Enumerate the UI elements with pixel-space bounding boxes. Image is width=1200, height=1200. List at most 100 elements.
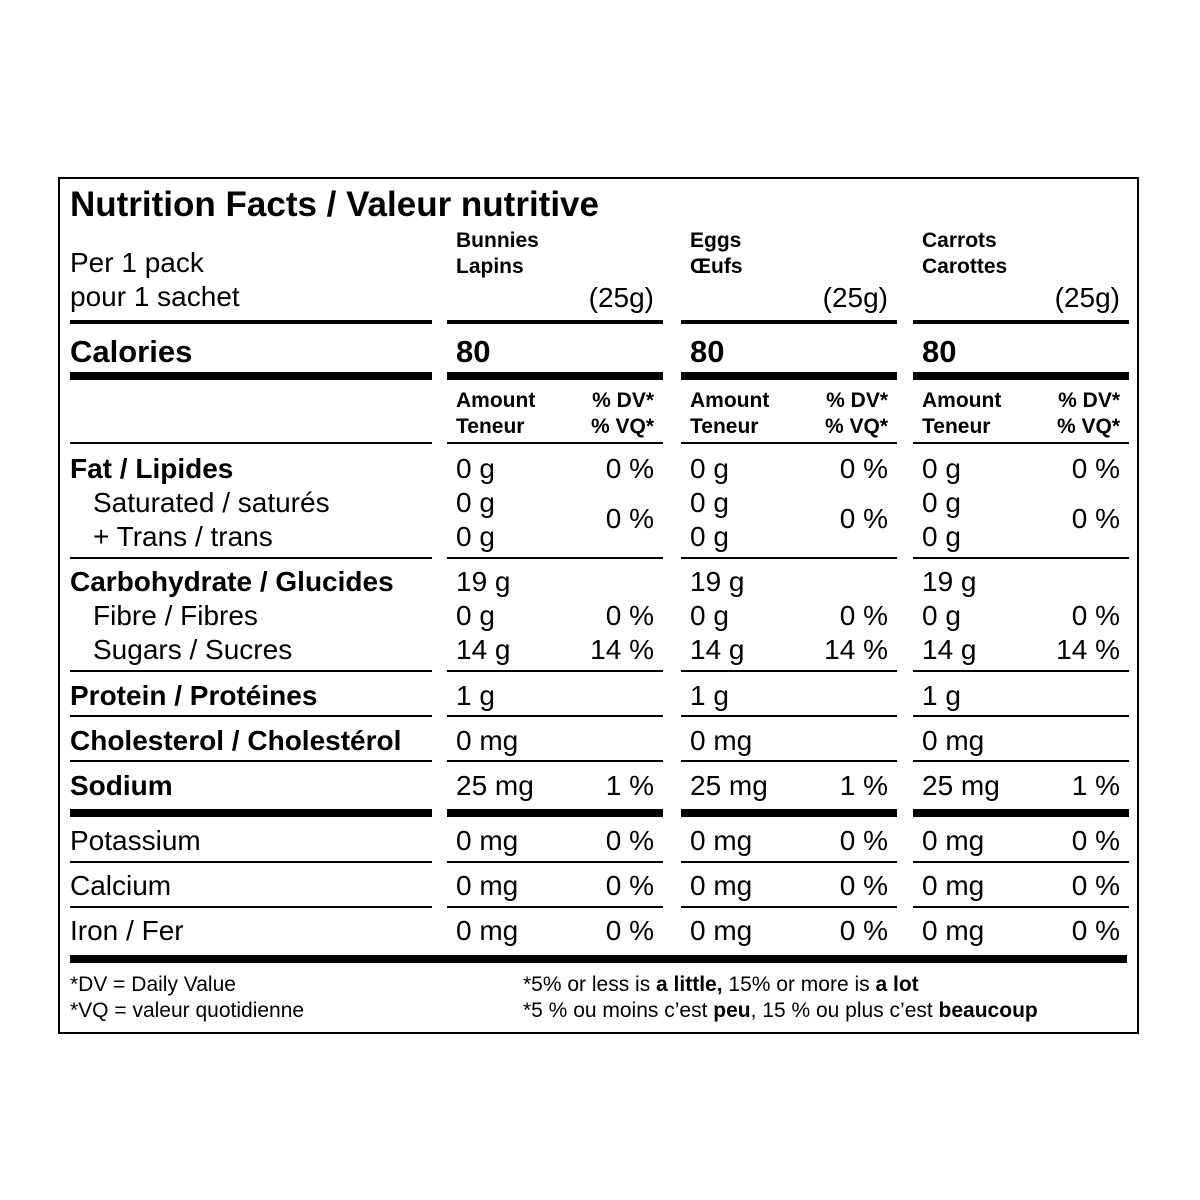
- rule-thin: [447, 557, 663, 559]
- calories-value: 80: [456, 334, 491, 369]
- rule-thick: [681, 372, 897, 380]
- sugars-dv: 14 %: [824, 634, 888, 665]
- carb-label: Carbohydrate / Glucides: [70, 566, 394, 597]
- potassium-amount: 0 mg: [456, 825, 519, 856]
- iron-dv: 0 %: [1071, 915, 1120, 946]
- carb-amount: 19 g: [922, 566, 977, 597]
- amount-header: Amount Teneur: [690, 389, 770, 438]
- trans-amount: 0 g: [456, 521, 495, 552]
- rule-thin: [447, 442, 663, 444]
- sugars-label: Sugars / Sucres: [93, 634, 293, 665]
- rule-thin: [913, 861, 1129, 863]
- rule-thin: [681, 760, 897, 762]
- calcium-dv: 0 %: [605, 870, 654, 901]
- footnote-text: *5 % ou moins c’est: [523, 999, 714, 1022]
- rule-thin: [70, 861, 432, 863]
- product-name-fr: Œufs: [690, 255, 743, 278]
- amount-header: Amount Teneur: [456, 389, 536, 438]
- potassium-amount: 0 mg: [922, 825, 985, 856]
- potassium-dv: 0 %: [605, 825, 654, 856]
- iron-amount: 0 mg: [690, 915, 753, 946]
- calcium-dv: 0 %: [839, 870, 888, 901]
- sodium-dv: 1 %: [839, 770, 888, 801]
- calcium-amount: 0 mg: [922, 870, 985, 901]
- fat-amount: 0 g: [456, 453, 495, 484]
- saturated-amount: 0 g: [456, 487, 495, 518]
- footnote-emphasis: a little,: [656, 973, 723, 996]
- serving-size: (25g): [588, 282, 654, 313]
- sugars-dv: 14 %: [590, 634, 654, 665]
- sodium-amount: 25 mg: [690, 770, 768, 801]
- rule-thin: [681, 906, 897, 908]
- rule-thin: [913, 760, 1129, 762]
- rule-thin: [447, 861, 663, 863]
- rule-thin: [447, 906, 663, 908]
- protein-amount: 1 g: [456, 680, 495, 711]
- rule-heavy: [913, 320, 1129, 324]
- iron-amount: 0 mg: [922, 915, 985, 946]
- sugars-amount: 14 g: [922, 634, 977, 665]
- rule-thin: [913, 715, 1129, 717]
- fat-label: Fat / Lipides: [70, 453, 234, 484]
- saturated-label: Saturated / saturés: [93, 487, 330, 518]
- sugars-amount: 14 g: [690, 634, 745, 665]
- product-name-en: Bunnies: [456, 229, 539, 252]
- fibre-amount: 0 g: [456, 600, 495, 631]
- footnote-emphasis: peu: [713, 999, 751, 1022]
- rule-thin: [913, 670, 1129, 672]
- iron-dv: 0 %: [605, 915, 654, 946]
- rule-thin: [913, 442, 1129, 444]
- rule-thick: [913, 809, 1129, 817]
- saturated-amount: 0 g: [690, 487, 729, 518]
- footnote-text: , 15 % ou plus c’est: [750, 999, 939, 1022]
- footnote-percent-en: *5% or less is a little, 15% or more is …: [523, 972, 919, 998]
- rule-heavy: [70, 320, 432, 324]
- rule-thick: [447, 809, 663, 817]
- serving-size: (25g): [1054, 282, 1120, 313]
- calcium-label: Calcium: [70, 870, 172, 901]
- sat-trans-dv: 0 %: [839, 503, 888, 534]
- fibre-amount: 0 g: [922, 600, 961, 631]
- sodium-amount: 25 mg: [922, 770, 1000, 801]
- rule-thin: [913, 557, 1129, 559]
- product-name-fr: Lapins: [456, 255, 524, 278]
- rule-thick: [681, 809, 897, 817]
- calcium-amount: 0 mg: [456, 870, 519, 901]
- calcium-amount: 0 mg: [690, 870, 753, 901]
- footnote-text: 15% or more is: [722, 973, 876, 996]
- potassium-amount: 0 mg: [690, 825, 753, 856]
- calories-label: Calories: [70, 334, 193, 369]
- calcium-dv: 0 %: [1071, 870, 1120, 901]
- calories-value: 80: [690, 334, 725, 369]
- sodium-dv: 1 %: [1071, 770, 1120, 801]
- fat-amount: 0 g: [690, 453, 729, 484]
- protein-amount: 1 g: [690, 680, 729, 711]
- cholesterol-amount: 0 mg: [922, 725, 985, 756]
- rule-thin: [681, 670, 897, 672]
- footnote-emphasis: beaucoup: [938, 999, 1038, 1022]
- rule-thin: [70, 715, 432, 717]
- rule-thin: [681, 715, 897, 717]
- product-name-en: Eggs: [690, 229, 742, 252]
- rule-heavy: [681, 320, 897, 324]
- cholesterol-amount: 0 mg: [690, 725, 753, 756]
- rule-thick: [447, 372, 663, 380]
- footnote-vq: *VQ = valeur quotidienne: [70, 999, 305, 1022]
- dv-header: % DV* % VQ*: [1056, 389, 1120, 438]
- rule-thin: [913, 906, 1129, 908]
- fat-dv: 0 %: [1071, 453, 1120, 484]
- nutrition-facts-table: [58, 177, 1139, 1034]
- potassium-dv: 0 %: [839, 825, 888, 856]
- iron-amount: 0 mg: [456, 915, 519, 946]
- amount-header: Amount Teneur: [922, 389, 1002, 438]
- rule-thin: [681, 861, 897, 863]
- rule-thin: [447, 670, 663, 672]
- serving-fr: pour 1 sachet: [70, 281, 240, 312]
- sugars-dv: 14 %: [1056, 634, 1120, 665]
- rule-thin: [70, 760, 432, 762]
- sodium-label: Sodium: [70, 770, 173, 801]
- table-title: Nutrition Facts / Valeur nutritive: [70, 185, 599, 224]
- product-name-en: Carrots: [922, 229, 997, 252]
- footnote-text: *5% or less is: [523, 973, 657, 996]
- cholesterol-label: Cholesterol / Cholestérol: [70, 725, 402, 756]
